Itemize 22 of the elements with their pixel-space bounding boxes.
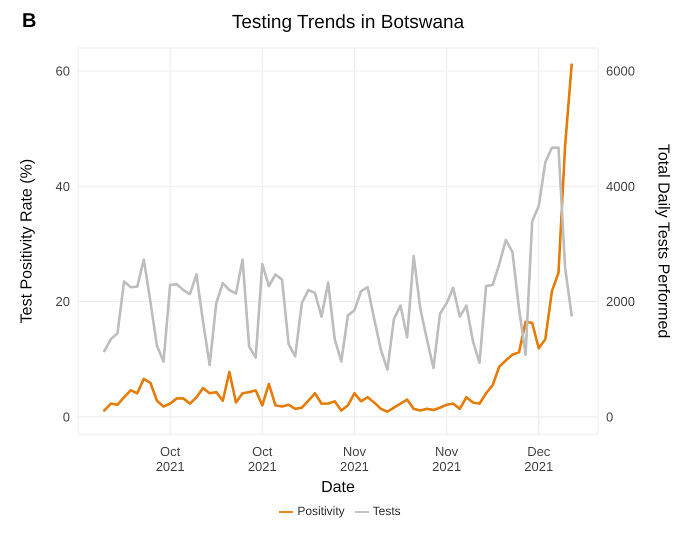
legend-label: Positivity: [297, 504, 345, 518]
x-tick-label: Nov 2021: [340, 444, 369, 474]
y-axis-title: Test Positivity Rate (%): [18, 158, 36, 324]
y-tick-label: 0: [62, 409, 70, 424]
text: B: [22, 10, 36, 33]
y-tick-label: 60: [56, 64, 70, 79]
y2-tick-label: 2000: [606, 294, 635, 310]
y-tick-label: 20: [56, 294, 70, 310]
y-tick-label: 40: [56, 178, 70, 194]
x-axis-title: Date: [321, 479, 355, 496]
y2-tick-label: 4000: [606, 178, 635, 194]
x-tick-label: Dec 2021: [524, 444, 554, 474]
x-tick-label: Oct 2021: [248, 444, 277, 474]
y2-axis-title: Total Daily Tests Performed: [654, 144, 672, 338]
line-series: [103, 63, 573, 413]
legend-label: Tests: [372, 504, 401, 518]
y2-tick-label: 6000: [606, 64, 635, 79]
chart-title: Testing Trends in Botswana: [232, 12, 464, 33]
line-series: [103, 146, 573, 371]
x-tick-label: Oct 2021: [156, 444, 185, 474]
y2-tick-label: 0: [606, 409, 614, 424]
x-tick-label: Nov 2021: [432, 444, 462, 474]
